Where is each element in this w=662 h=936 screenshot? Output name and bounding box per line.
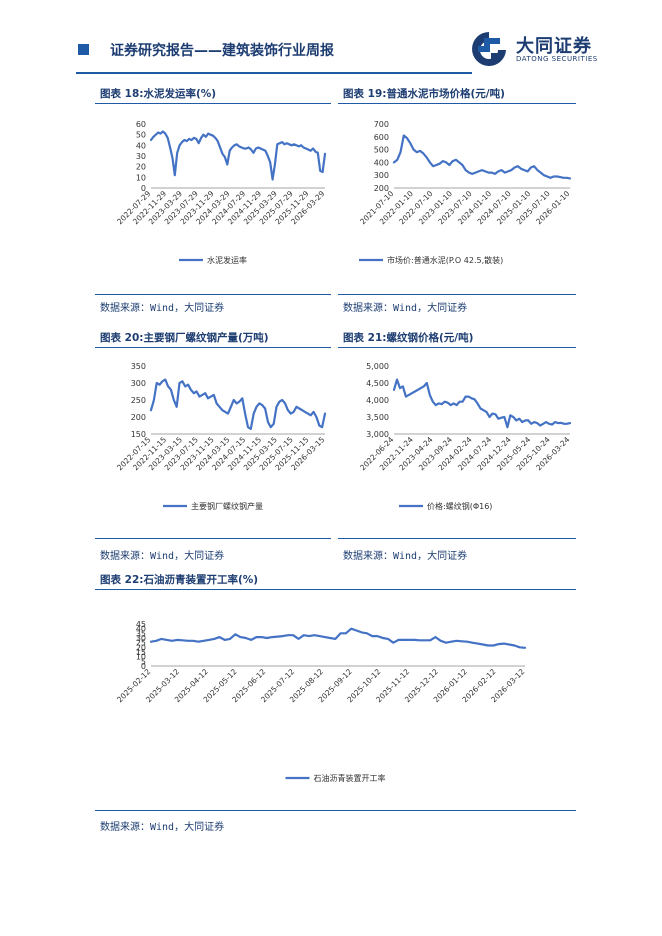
y-tick-label: 400 [374,158,389,167]
y-tick-label: 10 [136,173,146,182]
source-note-19: 数据来源：Wind，大同证券 [343,303,468,314]
y-tick-label: 0 [141,184,146,193]
y-tick-label: 300 [131,379,146,388]
y-tick-label: 40 [136,141,146,150]
legend-label: 水泥发运率 [207,255,247,265]
figure-title-21: 图表 21:螺纹钢价格(元/吨) [343,332,474,344]
chart-svg: 2003004005006007002021-07-102022-01-1020… [358,120,572,265]
y-tick-label: 500 [374,146,389,155]
y-tick-label: 0 [141,662,146,671]
chart-svg: 01020304050602022-07-292022-11-292023-03… [115,120,327,265]
chart-svg: 3,0003,5004,0004,5005,0002022-06-242022-… [358,362,572,511]
series-line [392,134,572,180]
y-tick-label: 25 [136,639,146,648]
series-line [392,378,572,429]
source-rule-21 [338,538,576,539]
source-rule-20 [95,538,331,539]
y-tick-label: 35 [136,629,146,638]
figure-title-rule-20 [95,347,331,348]
source-note-22: 数据来源：Wind，大同证券 [100,822,225,833]
y-tick-label: 350 [131,362,146,371]
figure-title-19: 图表 19:普通水泥市场价格(元/吨) [343,88,505,100]
figure-title-18: 图表 18:水泥发运率(%) [100,88,217,100]
y-tick-label: 50 [136,131,146,140]
y-tick-label: 3,000 [366,430,389,439]
y-tick-label: 40 [136,625,146,634]
y-tick-label: 4,000 [366,396,389,405]
y-tick-label: 300 [374,171,389,180]
logo-chinese-name: 大同证券 [516,36,592,57]
legend-label: 主要钢厂螺纹钢产量 [191,501,263,511]
legend-label: 价格:螺纹钢(Φ16) [427,501,492,511]
chart-rebar-price: 3,000 3,500 4,000 4,500 5,000 2022-06-24 2022-… [338,352,576,537]
chart-svg: 1502002503003502022-07-152022-11-152023-… [115,362,327,511]
figure-title-rule-21 [338,347,576,348]
y-tick-label: 20 [136,643,146,652]
y-tick-label: 45 [136,620,146,629]
y-tick-label: 30 [136,152,146,161]
chart-cement-shipment-rate: 0 10 20 30 40 50 60 2022-07-29 2022-11-29 2023-03… [95,108,331,293]
figure-title-22: 图表 22:石油沥青装置开工率(%) [100,574,259,586]
figure-title-rule-18 [95,103,331,104]
y-tick-label: 700 [374,120,389,129]
series-line [149,378,327,431]
chart-svg: 0510152025303540452025-02-122025-03-1220… [115,620,527,783]
legend-label: 石油沥青装置开工率 [314,773,386,783]
y-tick-label: 200 [374,184,389,193]
company-logo: 大同证券 DATONG SECURITIES [468,28,608,72]
header-rule [76,72,472,74]
logo-english-name: DATONG SECURITIES [516,55,598,63]
source-rule-19 [338,294,576,295]
y-tick-label: 5,000 [366,362,389,371]
source-rule-22 [95,810,576,811]
figure-title-rule-22 [95,589,576,590]
y-tick-label: 10 [136,653,146,662]
figure-title-rule-19 [338,103,576,104]
source-note-21: 数据来源：Wind，大同证券 [343,551,468,562]
source-rule-18 [95,294,331,295]
chart-asphalt-utilization: 0 5 10 15 20 25 30 35 40 45 2025-02-12 2025-03-12 20… [95,594,576,805]
y-tick-label: 4,500 [366,379,389,388]
header-square-mark [78,44,89,55]
chart-cement-price: 200 300 400 500 600 700 2021-07-10 2022-01-10 20… [338,108,576,293]
report-header-title: 证券研究报告——建筑装饰行业周报 [110,43,334,59]
source-note-18: 数据来源：Wind，大同证券 [100,303,225,314]
logo-emblem-icon [472,32,506,66]
figure-title-20: 图表 20:主要钢厂螺纹钢产量(万吨) [100,332,269,344]
y-tick-label: 200 [131,413,146,422]
series-line [149,627,527,649]
y-tick-label: 60 [136,120,146,129]
y-tick-label: 3,500 [366,413,389,422]
source-note-20: 数据来源：Wind，大同证券 [100,551,225,562]
y-tick-label: 5 [141,657,146,666]
y-tick-label: 30 [136,634,146,643]
series-line [149,130,327,181]
y-tick-label: 250 [131,396,146,405]
y-tick-label: 600 [374,133,389,142]
y-tick-label: 15 [136,648,146,657]
y-tick-label: 20 [136,163,146,172]
chart-rebar-output: 150 200 250 300 350 2022-07-15 2022-11-15 2023-… [95,352,331,537]
y-tick-label: 150 [131,430,146,439]
legend-label: 市场价:普通水泥(P.O 42.5,散装) [387,255,503,265]
